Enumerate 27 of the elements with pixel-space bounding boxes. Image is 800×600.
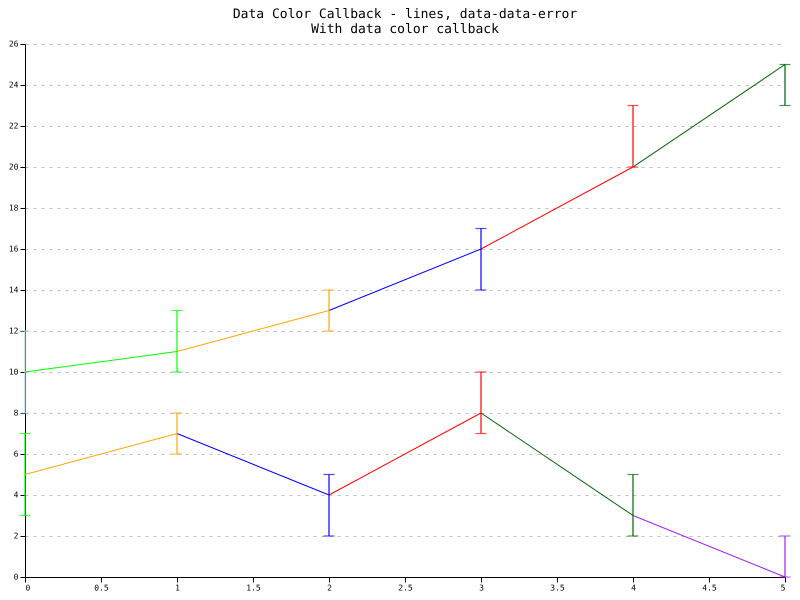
- y-tick-label: 12: [8, 326, 19, 336]
- x-tick-label: 4.5: [702, 584, 717, 592]
- y-tick-label: 8: [14, 408, 19, 418]
- y-tick-label: 22: [8, 122, 19, 130]
- y-tick-label: 26: [8, 40, 19, 48]
- x-tick-label: 2: [327, 584, 332, 592]
- x-tick-label: 4: [631, 584, 636, 592]
- x-tick-label: 0: [26, 584, 30, 592]
- y-tick-label: 10: [8, 368, 19, 376]
- y-tick-label: 4: [14, 490, 19, 500]
- chart-title: Data Color Callback - lines, data-data-error: [232, 7, 578, 22]
- x-tick-label: 0.5: [94, 584, 109, 592]
- y-tick-label: 20: [8, 162, 19, 172]
- y-tick-label: 6: [14, 450, 19, 458]
- y-tick-label: 16: [8, 244, 19, 254]
- y-tick-label: 18: [8, 204, 19, 212]
- chart-subtitle: With data color callback: [311, 22, 500, 37]
- y-tick-label: 0: [14, 572, 19, 582]
- x-tick-label: 2.5: [398, 584, 413, 592]
- x-tick-label: 1.5: [246, 584, 261, 592]
- x-tick-label: 5: [780, 584, 786, 592]
- y-tick-label: 2: [14, 532, 19, 540]
- x-tick-label: 3: [479, 584, 484, 592]
- y-tick-label: 14: [8, 286, 19, 294]
- y-tick-label: 24: [8, 80, 19, 90]
- x-tick-label: 3.5: [550, 584, 565, 592]
- x-tick-label: 1: [175, 584, 180, 592]
